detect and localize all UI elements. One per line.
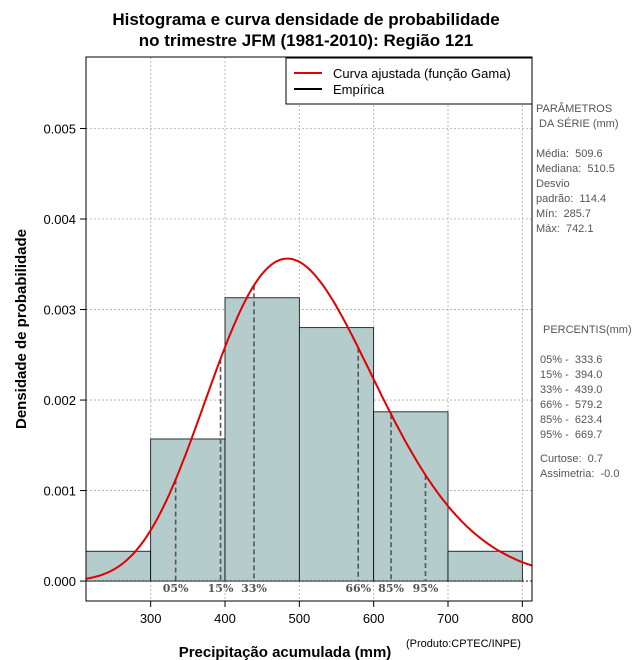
x-tick-label-5: 800 <box>511 611 533 626</box>
params-values: Média: 509.6 Mediana: 510.5 Desvio padrã… <box>536 148 615 235</box>
y-tick-label-1: 0.001 <box>43 484 76 499</box>
x-tick-label-3: 600 <box>363 611 385 626</box>
y-tick-label-4: 0.004 <box>43 212 76 227</box>
legend-curve-label: Curva ajustada (função Gama) <box>333 66 511 81</box>
legend-box <box>285 57 533 105</box>
percentile-label-0: 05% <box>163 582 189 595</box>
chart-title-line-2: no trimestre JFM (1981-2010): Região 121 <box>139 31 473 50</box>
histogram-bar-1 <box>150 438 226 582</box>
y-tick-label-2: 0.002 <box>43 393 76 408</box>
plot-frame <box>85 56 533 602</box>
bars <box>85 297 532 582</box>
x-tick-label-1: 400 <box>214 611 236 626</box>
product-credit: (Produto:CPTEC/INPE) <box>406 638 521 650</box>
y-tick-label-3: 0.003 <box>43 303 76 318</box>
percentile-lines: 05% 15% 33% 66% 85% 95% <box>163 285 439 595</box>
histogram-bar-5 <box>447 550 523 582</box>
percentis-values: 05% - 333.6 15% - 394.0 33% - 439.0 66% … <box>540 354 603 441</box>
percentile-label-3: 66% <box>345 582 371 595</box>
histogram-bar-4 <box>373 411 449 582</box>
legend: Curva ajustada (função Gama) Empírica <box>285 57 533 105</box>
histogram-bar-2 <box>224 297 300 582</box>
y-tick-label-5: 0.005 <box>43 122 76 137</box>
x-tick-label-2: 500 <box>288 611 310 626</box>
legend-empirical-label: Empírica <box>333 82 385 97</box>
gamma-fit-curve <box>85 257 533 580</box>
chart-title-line-1: Histograma e curva densidade de probabil… <box>112 10 499 29</box>
histogram-bar-3 <box>298 327 375 582</box>
percentile-label-5: 95% <box>413 582 439 595</box>
axis-ticks: 300 400 500 600 700 800 0.000 0.001 0.002 0.003 0.… <box>43 122 533 626</box>
percentile-label-2: 33% <box>241 582 267 595</box>
percentile-label-4: 85% <box>378 582 404 595</box>
x-tick-label-4: 700 <box>437 611 459 626</box>
x-tick-label-0: 300 <box>140 611 162 626</box>
percentis-title: PERCENTIS(mm) <box>543 324 632 336</box>
x-axis-title: Precipitação acumulada (mm) <box>179 644 392 660</box>
y-tick-label-0: 0.000 <box>43 574 76 589</box>
percentile-label-1: 15% <box>208 582 234 595</box>
shape-stats: Curtose: 0.7 Assimetria: -0.0 <box>540 453 620 480</box>
y-axis-title: Densidade de probabilidade <box>13 229 30 429</box>
params-title: PARÂMETROS DA SÉRIE (mm) <box>536 103 619 130</box>
